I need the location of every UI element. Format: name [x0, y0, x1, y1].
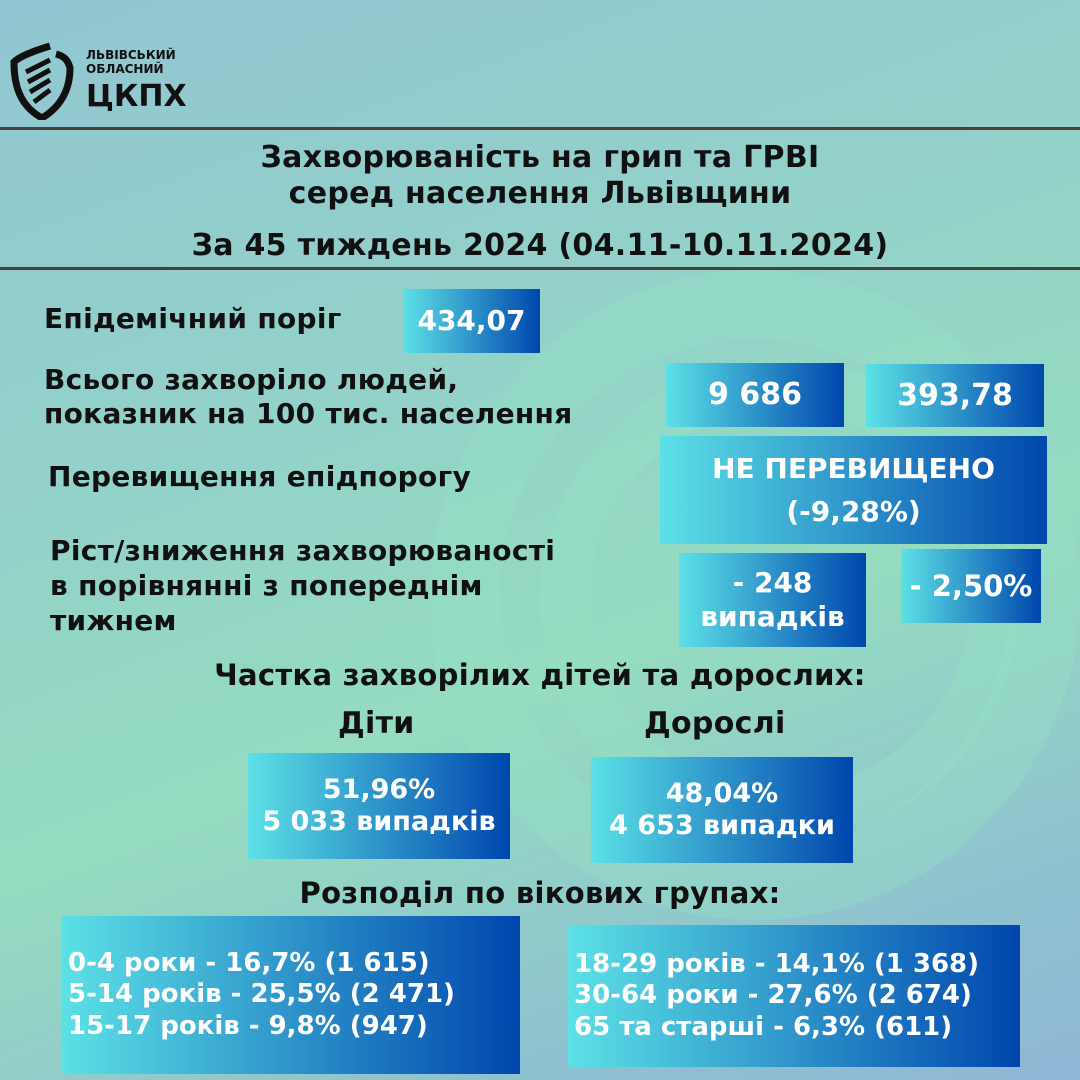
- threshold-label: Епідемічний поріг: [44, 302, 342, 335]
- total-count: 9 686: [666, 363, 844, 427]
- divider: [0, 267, 1080, 270]
- logo: ЛЬВІВСЬКИЙ ОБЛАСНИЙ ЦКПХ: [10, 42, 187, 120]
- exceed-box: НЕ ПЕРЕВИЩЕНО (-9,28%): [660, 436, 1047, 544]
- age-item: 0-4 роки - 16,7% (1 615): [68, 948, 430, 979]
- adults-cases: 4 653 випадки: [609, 810, 835, 841]
- adults-label: Дорослі: [644, 706, 786, 741]
- shield-logo-icon: [10, 42, 74, 120]
- logo-line3: ЦКПХ: [86, 78, 187, 114]
- exceed-status: НЕ ПЕРЕВИЩЕНО: [712, 451, 995, 485]
- children-cases: 5 033 випадків: [262, 806, 496, 837]
- total-label-2: показник на 100 тис. населення: [44, 397, 573, 430]
- children-box: 51,96% 5 033 випадків: [248, 753, 510, 859]
- adults-pct: 48,04%: [665, 777, 779, 809]
- age-item: 18-29 років - 14,1% (1 368): [574, 949, 980, 980]
- title-line2: серед населення Львівщини: [288, 176, 792, 211]
- change-cases: - 248: [732, 566, 813, 600]
- change-cases-unit: випадків: [700, 600, 845, 633]
- change-label-2: в порівнянні з попереднім: [50, 569, 483, 602]
- total-label-1: Всього захворіло людей,: [44, 363, 459, 396]
- children-label: Діти: [338, 706, 415, 741]
- age-list-right: 18-29 років - 14,1% (1 368) 30-64 роки -…: [568, 925, 1020, 1067]
- age-item: 30-64 роки - 27,6% (2 674): [574, 980, 972, 1011]
- logo-line2: ОБЛАСНИЙ: [86, 61, 164, 76]
- divider: [0, 127, 1080, 130]
- exceed-percent: (-9,28%): [786, 495, 921, 528]
- change-label-1: Ріст/зниження захворюваності: [50, 534, 556, 567]
- title-line1: Захворюваність на грип та ГРВІ: [260, 140, 820, 175]
- age-list-left: 0-4 роки - 16,7% (1 615) 5-14 років - 25…: [62, 916, 520, 1074]
- total-rate: 393,78: [866, 364, 1044, 427]
- age-item: 5-14 років - 25,5% (2 471): [68, 979, 455, 1010]
- age-heading: Розподіл по вікових групах:: [299, 876, 781, 910]
- children-pct: 51,96%: [322, 773, 436, 805]
- exceed-label: Перевищення епідпорогу: [48, 460, 472, 493]
- threshold-value: 434,07: [403, 289, 540, 353]
- title-period: За 45 тиждень 2024 (04.11-10.11.2024): [191, 228, 889, 263]
- logo-line1: ЛЬВІВСЬКИЙ: [86, 48, 176, 63]
- share-heading: Частка захворілих дітей та дорослих:: [214, 658, 866, 692]
- age-item: 15-17 років - 9,8% (947): [68, 1010, 428, 1041]
- age-item: 65 та старші - 6,3% (611): [574, 1011, 953, 1042]
- adults-box: 48,04% 4 653 випадки: [591, 757, 853, 863]
- change-cases-box: - 248 випадків: [679, 553, 866, 647]
- change-percent: - 2,50%: [901, 549, 1041, 623]
- change-label-3: тижнем: [50, 604, 177, 637]
